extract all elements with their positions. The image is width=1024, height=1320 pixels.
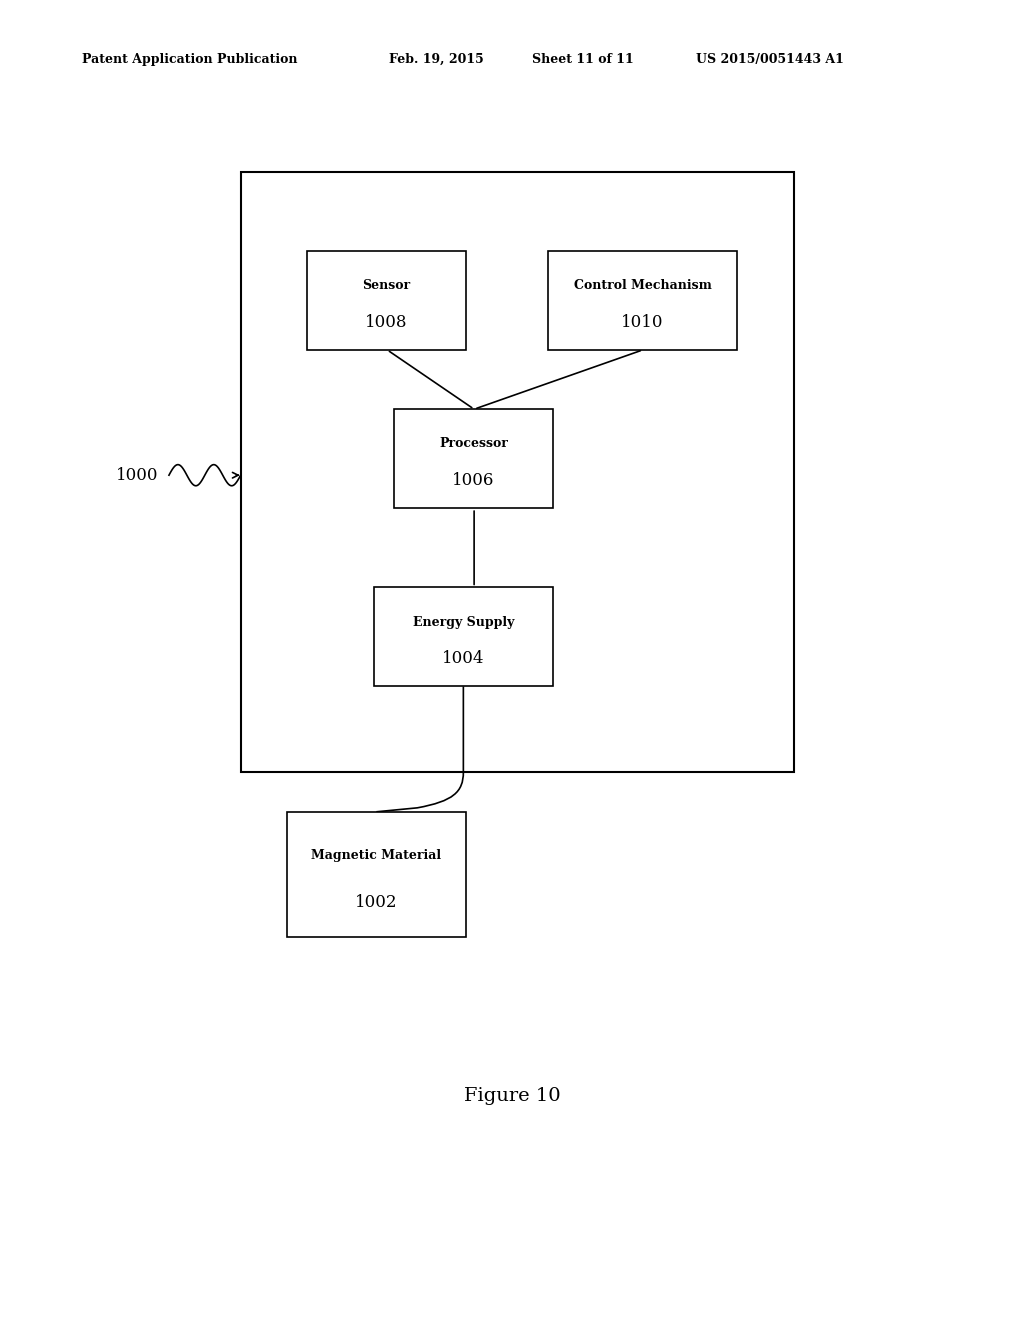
Text: Control Mechanism: Control Mechanism [573, 279, 712, 292]
Text: Patent Application Publication: Patent Application Publication [82, 53, 297, 66]
Text: Energy Supply: Energy Supply [413, 615, 514, 628]
Text: Feb. 19, 2015: Feb. 19, 2015 [389, 53, 484, 66]
FancyBboxPatch shape [241, 172, 794, 772]
FancyBboxPatch shape [394, 409, 553, 508]
Text: Figure 10: Figure 10 [464, 1086, 560, 1105]
FancyBboxPatch shape [307, 251, 466, 350]
Text: Sensor: Sensor [362, 279, 411, 292]
Text: US 2015/0051443 A1: US 2015/0051443 A1 [696, 53, 844, 66]
Text: 1000: 1000 [116, 467, 159, 483]
Text: 1008: 1008 [366, 314, 408, 330]
Text: 1004: 1004 [442, 651, 484, 667]
FancyBboxPatch shape [287, 812, 466, 937]
FancyBboxPatch shape [374, 587, 553, 686]
Text: Processor: Processor [439, 437, 508, 450]
Text: 1006: 1006 [453, 473, 495, 488]
Text: Sheet 11 of 11: Sheet 11 of 11 [532, 53, 634, 66]
Text: 1002: 1002 [355, 894, 397, 911]
FancyBboxPatch shape [548, 251, 737, 350]
Text: 1010: 1010 [622, 314, 664, 330]
Text: Magnetic Material: Magnetic Material [311, 849, 441, 862]
